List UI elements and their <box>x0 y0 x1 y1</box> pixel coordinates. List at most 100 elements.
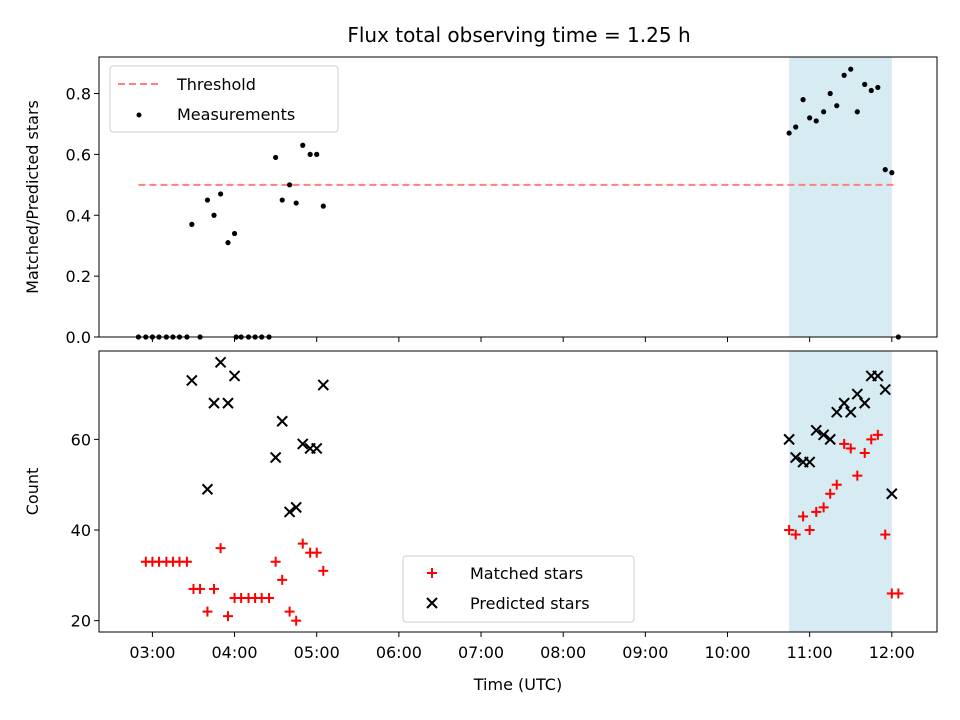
bottom-axes-frame <box>98 350 938 633</box>
x-tick-label: 06:00 <box>376 643 422 662</box>
matched-star-point <box>804 525 815 536</box>
measurement-point <box>841 72 847 78</box>
y-tick-label: 60 <box>71 430 91 449</box>
bottom-legend: Matched stars Predicted stars <box>402 555 635 623</box>
predicted-star-point <box>290 501 302 514</box>
measurement-point <box>225 240 231 246</box>
predicted-star-point <box>886 488 898 500</box>
legend-swatch-matched-stars <box>427 568 437 578</box>
measurement-point <box>287 182 293 188</box>
bottom-y-axis-label: Count <box>23 468 42 516</box>
bottom-panel: 20 40 60 03:00 04:00 05:00 06:00 07:00 08:00 09:… <box>23 350 938 694</box>
measurement-point <box>211 212 217 218</box>
matched-star-point <box>859 447 870 458</box>
matched-star-point <box>811 506 822 517</box>
matched-star-point <box>222 611 233 622</box>
y-tick-label: 0.4 <box>66 206 91 225</box>
predicted-star-point <box>311 442 323 455</box>
measurement-point <box>882 167 888 173</box>
matched-star-point <box>209 583 220 594</box>
matched-star-point <box>798 511 809 522</box>
matched-star-point <box>270 556 281 567</box>
matched-star-point <box>852 470 863 481</box>
predicted-star-point <box>228 370 241 382</box>
measurement-point <box>800 97 806 103</box>
matched-star-point <box>839 438 850 449</box>
bottom-x-ticks: 03:00 04:00 05:00 06:00 07:00 08:00 09:00 10:00… <box>129 632 915 662</box>
matched-star-point <box>893 588 904 599</box>
y-tick-label: 0.2 <box>66 267 91 286</box>
matched-star-point <box>291 615 302 626</box>
measurement-point <box>320 203 326 209</box>
measurement-point <box>231 230 238 237</box>
measurement-point <box>862 81 868 87</box>
top-y-axis-label: Matched/Predicted stars <box>23 100 42 294</box>
x-tick-label: 11:00 <box>787 643 833 662</box>
y-tick-label: 0.6 <box>66 145 91 164</box>
matched-star-point <box>284 606 295 617</box>
measurement-point <box>875 84 881 91</box>
measurement-point <box>217 191 224 197</box>
measurement-point <box>807 115 813 121</box>
x-tick-label: 09:00 <box>622 643 668 662</box>
predicted-star-point <box>214 356 227 369</box>
predicted-star-point <box>201 483 214 495</box>
legend-label-measurements: Measurements <box>177 105 295 124</box>
matched-star-point <box>264 593 275 604</box>
legend-label-matched-stars: Matched stars <box>470 564 583 583</box>
matched-star-point <box>831 479 842 490</box>
measurement-point <box>868 87 874 94</box>
top-legend: Threshold Measurements <box>109 65 339 133</box>
measurement-point <box>293 200 299 206</box>
predicted-star-point <box>851 388 864 400</box>
highlight-region-bottom <box>789 351 892 632</box>
y-tick-label: 40 <box>71 521 91 540</box>
x-tick-label: 03:00 <box>129 643 175 662</box>
predicted-star-point <box>269 451 282 464</box>
matched-star-point <box>202 606 213 617</box>
x-axis-label: Time (UTC) <box>473 675 562 694</box>
chart-title: Flux total observing time = 1.25 h <box>347 23 690 47</box>
x-tick-label: 08:00 <box>540 643 586 662</box>
predicted-star-point <box>208 397 220 409</box>
x-tick-label: 07:00 <box>458 643 504 662</box>
predicted-star-point <box>879 383 891 396</box>
matched-star-point <box>845 443 856 454</box>
matched-star-point <box>818 502 829 513</box>
bottom-legend-box <box>402 555 635 623</box>
highlight-region-top <box>789 57 892 337</box>
predicted-star-point <box>817 429 830 441</box>
predicted-star-point <box>838 397 850 409</box>
predicted-star-point <box>283 506 296 518</box>
predicted-star-point <box>831 406 843 418</box>
legend-marker-plus <box>427 568 437 578</box>
predicted-star-point <box>872 370 884 382</box>
legend-label-threshold: Threshold <box>176 75 256 94</box>
matched-star-point <box>215 543 226 554</box>
measurement-point <box>786 130 792 136</box>
predicted-star-point <box>824 433 836 446</box>
y-tick-label: 0.8 <box>66 85 91 104</box>
legend-label-predicted-stars: Predicted stars <box>470 594 590 613</box>
measurement-point <box>854 109 860 115</box>
measurement-point <box>793 124 799 130</box>
top-axes-frame <box>98 56 938 338</box>
predicted-star-point <box>222 397 234 409</box>
matched-star-point <box>195 583 206 594</box>
predicted-star-point <box>317 379 329 391</box>
matched-star-point <box>181 556 192 567</box>
measurement-point <box>848 66 854 72</box>
measurement-point <box>827 90 833 97</box>
matched-star-point <box>866 434 877 445</box>
predicted-star-point <box>276 415 288 427</box>
matched-star-point <box>872 429 883 440</box>
matched-star-point <box>277 574 288 585</box>
measurement-point <box>204 197 211 203</box>
top-x-ticks <box>151 337 893 342</box>
x-tick-label: 12:00 <box>869 643 915 662</box>
legend-swatch-measurements <box>136 112 142 118</box>
measurement-point <box>834 103 840 109</box>
x-tick-label: 04:00 <box>212 643 258 662</box>
y-tick-label: 20 <box>71 612 91 631</box>
matched-star-point <box>790 529 801 540</box>
